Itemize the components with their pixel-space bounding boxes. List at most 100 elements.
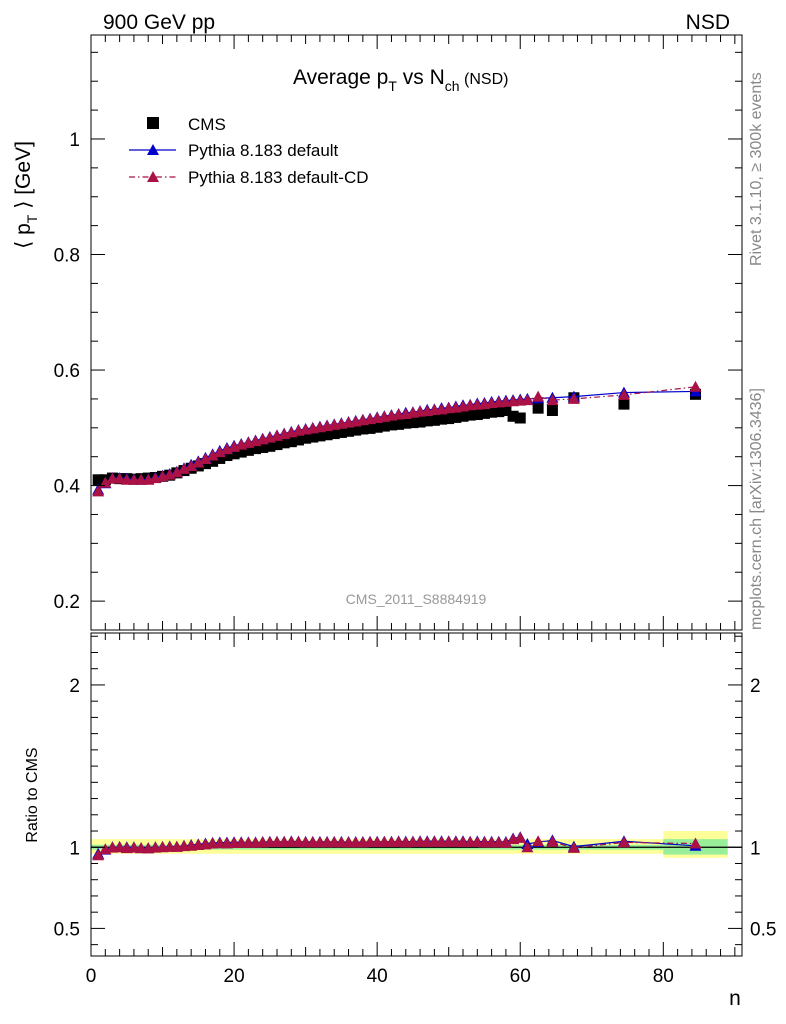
analysis-watermark: CMS_2011_S8884919	[346, 591, 487, 607]
cms-data-point	[457, 410, 469, 422]
cms-data-point	[278, 437, 290, 449]
axes-layer: 0 20 40 60 80 0.2 0.4 0.6 0.8 1 0.5 0.5 1 1 2 2	[54, 34, 776, 987]
legend-marker-cms	[147, 117, 159, 129]
cd-ratio-point	[546, 835, 559, 847]
cms-data-point	[436, 413, 448, 425]
cd-ratio-point	[514, 831, 527, 843]
cms-data-point	[500, 404, 512, 416]
cms-data-point	[92, 474, 104, 486]
cd-main-point	[617, 388, 630, 400]
cd-ratio-point	[532, 835, 545, 847]
cd-ratio-point	[617, 836, 630, 848]
cd-ratio-point	[567, 841, 580, 853]
cd-ratio-point	[113, 841, 126, 853]
cms-data-point	[450, 411, 462, 423]
legend-label-default: Pythia 8.183 default	[188, 141, 339, 160]
cd-ratio-point	[92, 849, 105, 861]
cms-data-point	[257, 441, 269, 453]
ratio-series-layer	[92, 831, 702, 861]
ratio-y-tick-label: 2	[69, 676, 80, 697]
ratio-y-tick-label-right: 2	[750, 676, 761, 697]
cms-data-point	[407, 417, 419, 429]
cms-data-point	[221, 450, 233, 462]
cd-main-point	[213, 446, 226, 458]
cms-data-point	[486, 406, 498, 418]
cms-data-point	[471, 409, 483, 421]
ratio-y-tick-label-right: 0.5	[750, 919, 776, 940]
cms-data-point	[228, 448, 240, 460]
x-tick-label: 0	[86, 966, 97, 987]
main-frame	[90, 34, 743, 631]
cms-data-point	[285, 436, 297, 448]
cd-main-point	[521, 394, 534, 406]
cd-ratio-point	[521, 841, 534, 853]
legend-marker-default-cd	[147, 171, 159, 182]
main-y-tick-label: 0.4	[54, 477, 81, 498]
cms-data-point	[335, 426, 347, 438]
cms-data-point	[207, 455, 219, 467]
collision-energy-label: 900 GeV pp	[103, 11, 215, 34]
main-y-tick-label: 0.2	[54, 592, 80, 613]
x-tick-label: 20	[224, 966, 245, 987]
cms-data-point	[393, 418, 405, 430]
cms-data-point	[493, 406, 505, 418]
cms-data-point	[235, 446, 247, 458]
x-tick-label: 40	[367, 966, 388, 987]
legend: CMS Pythia 8.183 default Pythia 8.183 de…	[129, 115, 369, 187]
cms-data-point	[321, 429, 333, 441]
cms-data-point	[343, 425, 355, 437]
cms-data-point	[428, 414, 440, 426]
cd-main-point	[532, 390, 545, 402]
cms-data-point	[464, 409, 476, 421]
ratio-frame	[90, 632, 743, 957]
main-y-tick-label: 0.6	[54, 361, 80, 382]
x-tick-label: 60	[510, 966, 531, 987]
cms-data-point	[514, 412, 526, 424]
cd-main-point	[170, 466, 183, 478]
cd-main-point	[178, 462, 190, 474]
cms-data-point	[242, 444, 254, 456]
cd-main-point	[92, 485, 105, 497]
cms-data-point	[400, 417, 412, 429]
cms-data-point	[414, 416, 426, 428]
chart-title: Average pT vs Nch (NSD)	[293, 66, 508, 94]
ratio-y-tick-label-right: 1	[750, 838, 761, 859]
cms-data-point	[546, 404, 558, 416]
cms-data-point	[478, 407, 490, 419]
cms-data-point	[328, 428, 340, 440]
cms-data-point	[618, 398, 630, 410]
cd-ratio-point	[689, 837, 702, 849]
main-y-tick-label: 0.8	[54, 246, 80, 267]
x-axis-label: n	[729, 987, 741, 1010]
cms-data-point	[421, 415, 433, 427]
cd-main-point	[567, 392, 580, 404]
cms-data-point	[532, 402, 544, 414]
ratio-y-tick-label: 0.5	[54, 919, 80, 940]
legend-marker-default	[147, 144, 159, 155]
x-tick-label: 80	[653, 966, 674, 987]
main-y-tick-label: 1	[69, 130, 80, 151]
cms-data-point	[300, 432, 312, 444]
process-label: NSD	[686, 11, 730, 34]
cms-data-point	[271, 439, 283, 451]
main-series-layer	[92, 380, 702, 497]
cms-data-point	[264, 440, 276, 452]
cd-main-point	[689, 380, 702, 392]
cms-data-point	[443, 413, 455, 425]
cms-data-point	[364, 422, 376, 434]
cms-data-point	[378, 420, 390, 432]
cms-data-point	[357, 423, 369, 435]
ratio-y-tick-label: 1	[69, 838, 80, 859]
cms-data-point	[385, 419, 397, 431]
cd-main-point	[546, 394, 559, 406]
cms-data-point	[350, 424, 362, 436]
legend-label-default-cd: Pythia 8.183 default-CD	[188, 168, 369, 187]
main-y-axis-label: ⟨ pT ⟩ [GeV]	[12, 141, 40, 249]
cd-main-point	[192, 456, 205, 468]
cms-data-point	[292, 434, 304, 446]
cms-data-point	[507, 410, 519, 422]
cms-data-point	[250, 443, 262, 455]
cms-data-point	[314, 430, 326, 442]
cd-main-point	[199, 453, 212, 465]
